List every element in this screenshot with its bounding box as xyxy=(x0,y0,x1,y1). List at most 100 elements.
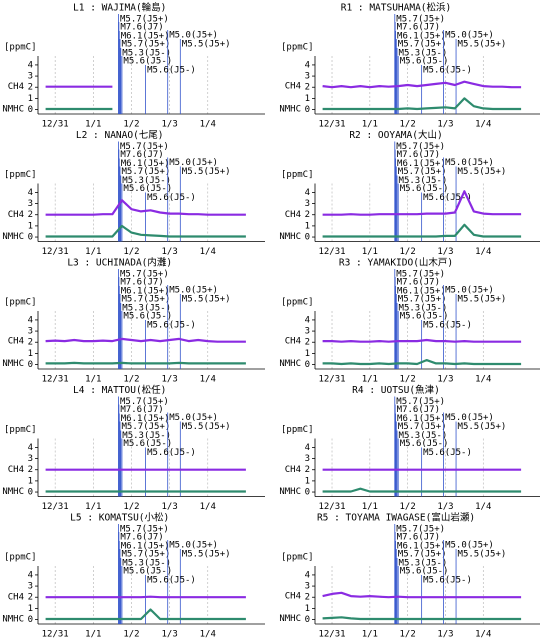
event-label: M5.6(J5-) xyxy=(147,66,196,76)
event-label: M5.6(J5-) xyxy=(400,439,449,449)
x-tick-label: 1/3 xyxy=(161,502,177,512)
event-label: M7.6(J7) xyxy=(397,150,440,160)
y-tick-label: 4 xyxy=(305,188,310,198)
y-axis-label: [ppmC] xyxy=(281,170,314,180)
x-tick-label: 1/3 xyxy=(161,120,177,130)
event-label: M5.0(J5+) xyxy=(169,413,218,423)
y-tick-label: 3 xyxy=(305,199,310,209)
y-tick-label: 3 xyxy=(28,327,33,337)
x-tick-label: 1/4 xyxy=(200,502,216,512)
y-tick-label: 2 xyxy=(28,338,33,348)
event-label: M6.1(J5+) xyxy=(397,32,446,42)
x-tick-label: 1/1 xyxy=(85,120,101,130)
event-label: M5.7(J5+) xyxy=(122,422,171,432)
event-label: M5.0(J5+) xyxy=(169,31,218,41)
y-tick-label: 1 xyxy=(28,349,33,359)
y-tick-label: 1 xyxy=(28,221,33,231)
y-tick-label: 3 xyxy=(28,72,33,82)
y-axis-label: [ppmC] xyxy=(4,298,37,308)
event-label: M5.0(J5+) xyxy=(445,286,494,296)
series-label: CH4 xyxy=(285,82,301,92)
x-tick-label: 1/2 xyxy=(123,247,139,257)
event-label: M6.1(J5+) xyxy=(121,287,170,297)
event-label: M5.0(J5+) xyxy=(445,413,494,423)
series-line xyxy=(45,595,246,599)
x-tick-label: 1/1 xyxy=(362,502,378,512)
series-label: NMHC xyxy=(2,104,24,114)
event-label: M5.5(J5+) xyxy=(458,40,507,50)
y-tick-label: 3 xyxy=(305,327,310,337)
y-tick-label: 4 xyxy=(28,315,33,325)
event-label: M5.7(J5+) xyxy=(120,142,169,152)
x-tick-label: 12/31 xyxy=(42,120,69,130)
series-label: CH4 xyxy=(285,210,301,220)
y-tick-label: 0 xyxy=(305,105,310,115)
event-label: M5.6(J5-) xyxy=(123,312,172,322)
series-line xyxy=(45,199,246,216)
y-tick-label: 4 xyxy=(28,570,33,580)
series-label: NMHC xyxy=(279,104,301,114)
series-label: CH4 xyxy=(8,82,24,92)
y-tick-label: 1 xyxy=(305,221,310,231)
x-tick-label: 1/4 xyxy=(475,375,491,385)
panel-title: R4 : UOTSU(魚津) xyxy=(352,384,440,396)
x-tick-label: 1/4 xyxy=(475,630,491,638)
event-label: M5.7(J5+) xyxy=(396,15,445,25)
event-label: M6.1(J5+) xyxy=(397,159,446,169)
series-line xyxy=(45,337,246,343)
event-label: M5.7(J5+) xyxy=(398,40,447,50)
event-label: M5.6(J5-) xyxy=(147,576,196,586)
x-tick-label: 12/31 xyxy=(318,630,345,638)
event-label: M5.7(J5+) xyxy=(122,550,171,560)
x-tick-label: 12/31 xyxy=(318,120,345,130)
event-label: M5.0(J5+) xyxy=(445,541,494,551)
y-tick-label: 4 xyxy=(305,443,310,453)
y-tick-label: 2 xyxy=(305,338,310,348)
x-tick-label: 1/4 xyxy=(200,247,216,257)
y-tick-label: 2 xyxy=(305,210,310,220)
event-label: M5.5(J5+) xyxy=(458,550,507,560)
x-tick-label: 1/2 xyxy=(400,247,416,257)
x-tick-label: 1/2 xyxy=(123,502,139,512)
event-label: M5.0(J5+) xyxy=(169,286,218,296)
series-label: CH4 xyxy=(285,337,301,347)
x-tick-label: 1/2 xyxy=(123,375,139,385)
event-label: M7.6(J7) xyxy=(120,405,163,415)
event-label: M5.6(J5-) xyxy=(400,567,449,577)
x-tick-label: 1/4 xyxy=(475,502,491,512)
event-label: M5.6(J5-) xyxy=(400,312,449,322)
event-label: M7.6(J7) xyxy=(120,150,163,160)
x-tick-label: 1/1 xyxy=(362,120,378,130)
event-label: M5.6(J5-) xyxy=(400,57,449,67)
event-label: M5.6(J5-) xyxy=(123,439,172,449)
event-label: M6.1(J5+) xyxy=(397,414,446,424)
y-tick-label: 3 xyxy=(28,582,33,592)
series-label: CH4 xyxy=(8,337,24,347)
y-tick-label: 0 xyxy=(305,615,310,625)
event-label: M5.7(J5+) xyxy=(120,525,169,535)
y-axis-label: [ppmC] xyxy=(4,43,37,53)
y-tick-label: 4 xyxy=(305,60,310,70)
x-tick-label: 1/2 xyxy=(400,375,416,385)
x-tick-label: 1/2 xyxy=(400,630,416,638)
event-label: M5.7(J5+) xyxy=(396,397,445,407)
event-label: M5.3(J5-) xyxy=(399,176,448,186)
event-label: M5.3(J5-) xyxy=(122,559,171,569)
event-label: M5.5(J5+) xyxy=(458,295,507,305)
event-label: M6.1(J5+) xyxy=(397,542,446,552)
panel-title: L4 : MATTOU(松任) xyxy=(73,384,166,396)
x-tick-label: 12/31 xyxy=(42,502,69,512)
y-tick-label: 1 xyxy=(305,349,310,359)
x-tick-label: 1/4 xyxy=(475,247,491,257)
y-tick-label: 4 xyxy=(28,60,33,70)
x-tick-label: 12/31 xyxy=(42,375,69,385)
event-label: M5.7(J5+) xyxy=(396,142,445,152)
event-label: M5.0(J5+) xyxy=(169,158,218,168)
event-label: M5.3(J5-) xyxy=(399,304,448,314)
panel-title: L5 : KOMATSU(小松) xyxy=(70,512,169,524)
series-line xyxy=(322,190,522,216)
series-line xyxy=(45,224,246,238)
event-label: M5.0(J5+) xyxy=(169,541,218,551)
panel-title: R2 : OOYAMA(大山) xyxy=(349,129,442,141)
